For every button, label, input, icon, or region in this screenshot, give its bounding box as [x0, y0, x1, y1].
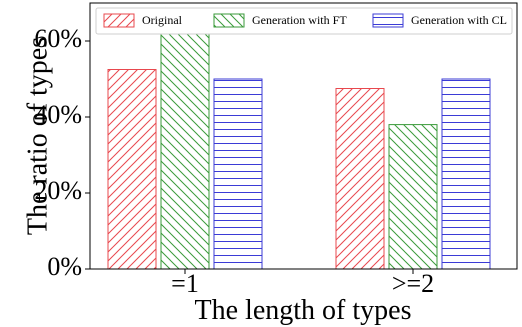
legend-swatch [103, 13, 135, 28]
y-tick-label: 40% [34, 100, 82, 129]
bar->=2-series-1 [388, 124, 438, 270]
y-tick-label: 0% [47, 252, 82, 281]
x-tick-label: =1 [171, 269, 199, 298]
bars [107, 32, 491, 270]
legend-frame [95, 7, 513, 35]
legend: Original Generation with FT Generation wit… [95, 7, 513, 35]
x-axis: =1 >=2 [171, 269, 434, 298]
legend-swatch [372, 13, 404, 28]
legend-label: Generation with CL [411, 13, 507, 27]
plot-frame [89, 2, 518, 270]
y-axis: 0% 20% 40% 60% [34, 24, 90, 281]
y-tick-label: 60% [34, 24, 82, 53]
bar-=1-series-2 [213, 78, 263, 270]
legend-label: Generation with FT [252, 13, 347, 27]
y-tick-label: 20% [34, 176, 82, 205]
bar-=1-series-0 [107, 69, 157, 270]
bar->=2-series-0 [335, 88, 385, 270]
bar->=2-series-2 [441, 78, 491, 270]
y-axis-title: The ratio of types [22, 37, 53, 235]
x-tick-label: >=2 [392, 269, 434, 298]
legend-label: Original [142, 13, 183, 27]
x-axis-title: The length of types [195, 295, 412, 326]
legend-swatch [213, 13, 245, 28]
bar-=1-series-1 [160, 32, 210, 270]
